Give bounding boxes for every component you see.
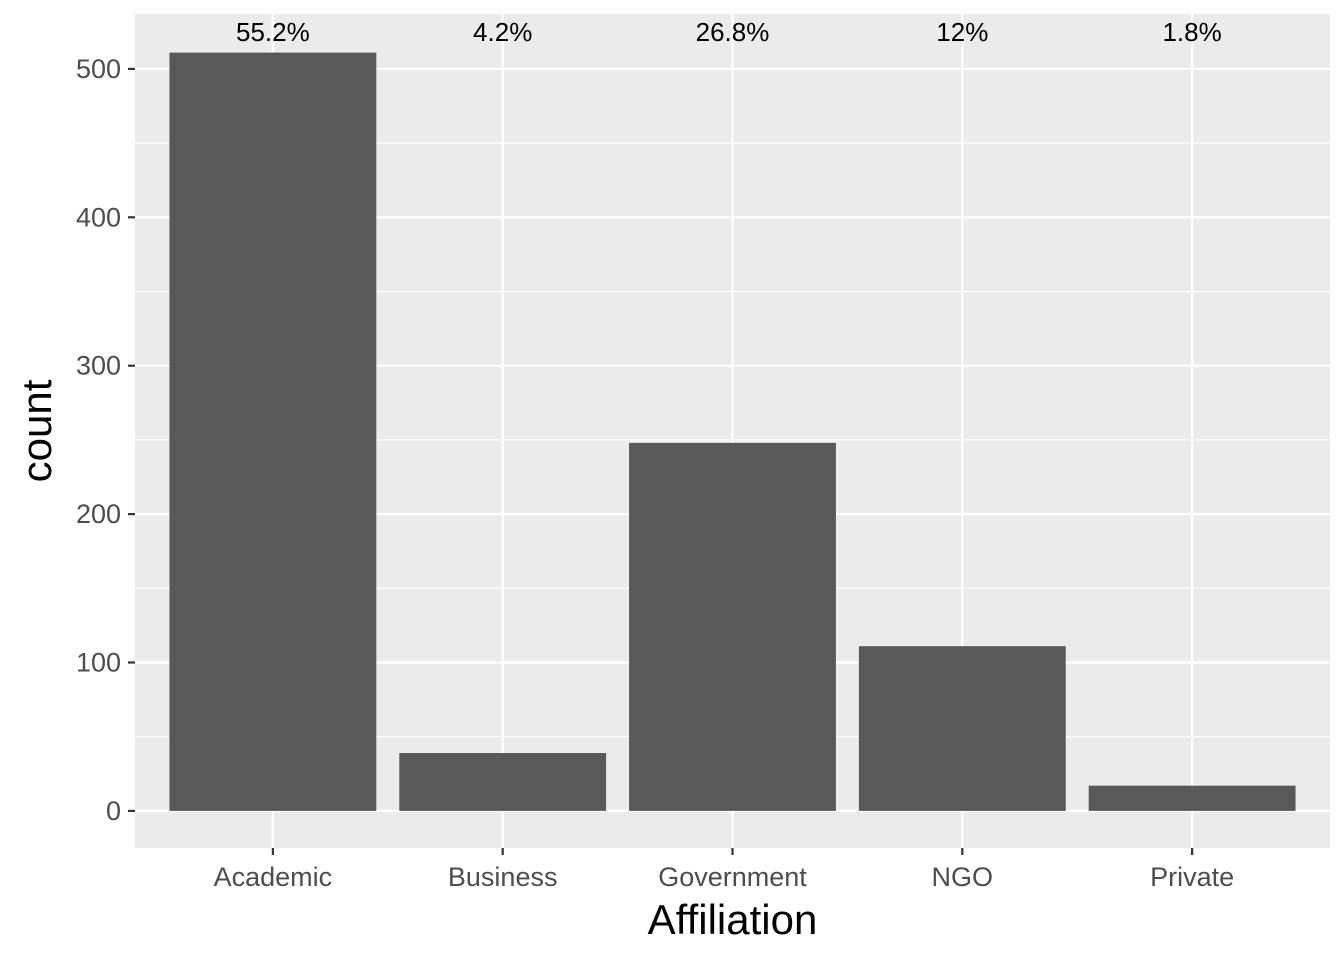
- x-tick-label: NGO: [932, 862, 994, 892]
- x-tick-label: Business: [448, 862, 558, 892]
- y-tick-label: 200: [76, 499, 121, 529]
- x-axis: Academic Business Government NGO Private: [214, 848, 1234, 892]
- y-axis: 0 100 200 300 400 500: [76, 54, 135, 826]
- data-label: 4.2%: [473, 17, 532, 47]
- bars: [169, 52, 1296, 811]
- data-label: 1.8%: [1162, 17, 1221, 47]
- data-label: 12%: [936, 17, 988, 47]
- data-label: 55.2%: [236, 17, 310, 47]
- data-labels: 55.2% 4.2% 26.8% 12% 1.8%: [236, 17, 1222, 47]
- bar-government: [629, 442, 836, 811]
- y-tick-label: 400: [76, 202, 121, 232]
- bar-business: [399, 753, 607, 811]
- bar-private: [1088, 785, 1296, 811]
- y-axis-title: count: [13, 379, 60, 482]
- y-tick-label: 0: [106, 796, 121, 826]
- y-tick-label: 300: [76, 351, 121, 381]
- x-tick-label: Government: [658, 862, 807, 892]
- y-tick-label: 100: [76, 648, 121, 678]
- x-tick-label: Academic: [214, 862, 333, 892]
- x-tick-label: Private: [1150, 862, 1234, 892]
- bar-ngo: [858, 646, 1066, 811]
- y-tick-label: 500: [76, 54, 121, 84]
- bar-academic: [169, 52, 377, 811]
- data-label: 26.8%: [696, 17, 770, 47]
- x-axis-title: Affiliation: [648, 896, 818, 943]
